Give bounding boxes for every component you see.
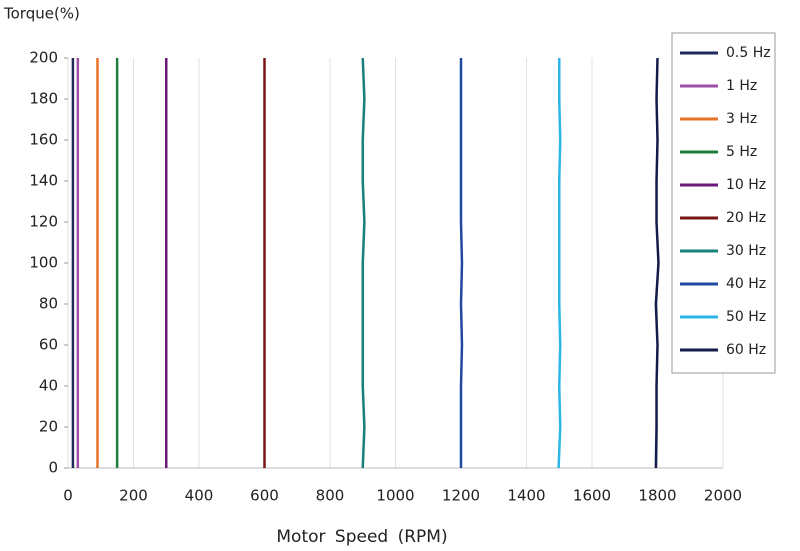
x-tick-label: 1800 [638,487,676,505]
legend-label: 0.5 Hz [726,45,771,61]
y-axis-label: Torque(%) [3,5,80,23]
x-tick-label: 1000 [376,487,414,505]
legend-label: 60 Hz [726,342,766,358]
legend-label: 10 Hz [726,177,766,193]
legend-label: 30 Hz [726,243,766,259]
legend-label: 1 Hz [726,78,757,94]
x-tick-label: 400 [185,487,214,505]
x-tick-label: 1600 [573,487,611,505]
series-line [654,57,660,469]
x-tick-label: 1400 [507,487,545,505]
x-tick-label: 600 [250,487,279,505]
series-line [361,57,366,469]
y-tick-label: 120 [29,213,58,231]
series-line [459,58,464,468]
x-tick-label: 1200 [442,487,480,505]
legend-label: 40 Hz [726,276,766,292]
y-tick-label: 20 [39,418,58,436]
x-tick-label: 2000 [704,487,742,505]
x-axis-label: Motor Speed (RPM) [276,527,447,547]
x-tick-label: 800 [316,487,345,505]
legend-label: 3 Hz [726,111,757,127]
y-tick-label: 140 [29,172,58,190]
x-tick-label: 0 [63,487,73,505]
y-tick-label: 0 [48,459,58,477]
y-tick-label: 100 [29,254,58,272]
y-tick-label: 200 [29,49,58,67]
legend-label: 20 Hz [726,210,766,226]
y-tick-label: 180 [29,90,58,108]
x-tick-label: 200 [119,487,148,505]
series-line [557,58,562,469]
legend-label: 5 Hz [726,144,757,160]
y-tick-label: 80 [39,295,58,313]
y-tick-label: 160 [29,131,58,149]
y-tick-label: 40 [39,377,58,395]
legend-label: 50 Hz [726,309,766,325]
y-tick-label: 60 [39,336,58,354]
